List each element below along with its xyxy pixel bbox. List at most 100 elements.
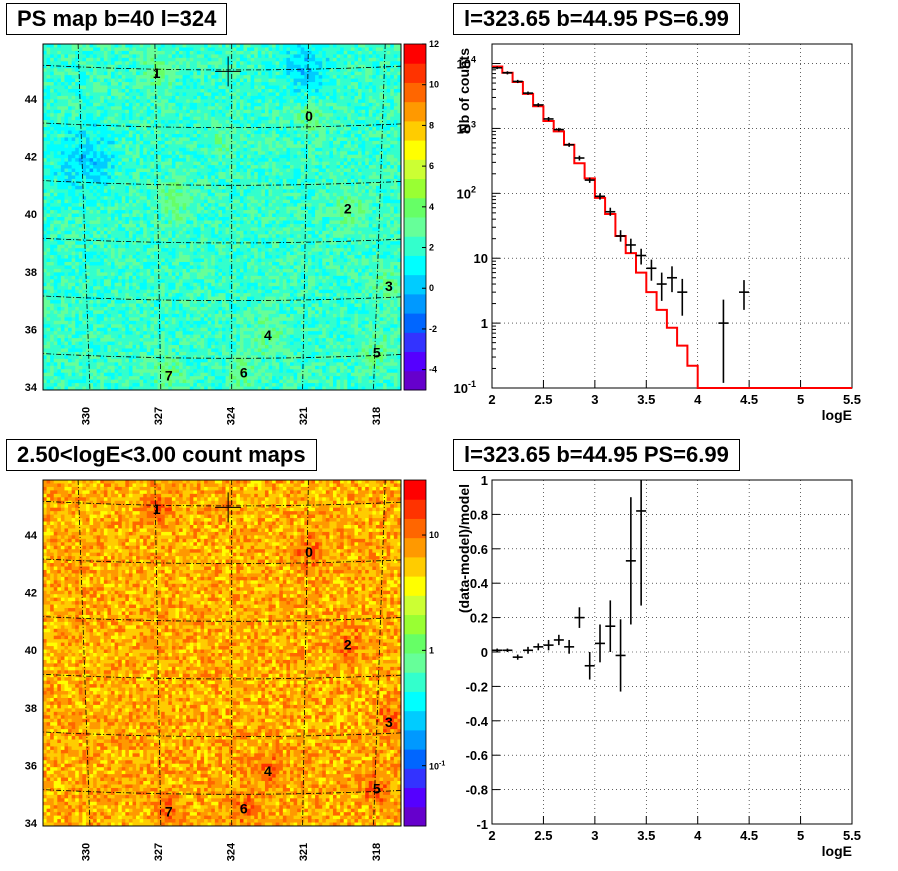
map-pixel: [43, 47, 47, 52]
map-pixel: [186, 64, 191, 69]
map-pixel: [207, 130, 212, 135]
map-pixel: [57, 334, 62, 339]
map-pixel: [107, 168, 112, 173]
map-pixel: [57, 223, 62, 228]
map-pixel: [157, 383, 162, 387]
map-pixel: [50, 230, 55, 235]
map-pixel: [128, 303, 133, 308]
map-pixel: [168, 147, 173, 152]
map-pixel: [75, 279, 80, 284]
map-pixel: [171, 154, 176, 159]
map-pixel: [179, 203, 184, 208]
map-pixel: [82, 140, 87, 145]
map-pixel: [68, 161, 73, 166]
map-pixel: [150, 133, 155, 138]
map-pixel: [186, 383, 191, 387]
map-pixel: [111, 379, 115, 384]
map-pixel: [118, 345, 123, 349]
map-pixel: [53, 64, 58, 69]
map-pixel: [103, 286, 108, 291]
map-pixel: [118, 109, 123, 114]
map-pixel: [136, 255, 141, 259]
map-pixel: [161, 61, 166, 66]
map-pixel: [136, 327, 141, 332]
map-pixel: [50, 272, 55, 277]
map-pixel: [118, 324, 123, 329]
map-pixel: [193, 50, 198, 55]
map-pixel: [68, 92, 73, 97]
map-pixel: [125, 386, 130, 391]
map-pixel: [89, 99, 94, 104]
map-pixel: [139, 351, 144, 356]
map-pixel: [179, 303, 184, 308]
map-pixel: [139, 223, 144, 228]
map-pixel: [103, 237, 108, 242]
map-pixel: [111, 300, 115, 304]
map-pixel: [125, 268, 130, 273]
map-pixel: [121, 88, 126, 93]
map-pixel: [214, 379, 219, 384]
map-pixel: [161, 217, 166, 221]
map-pixel: [136, 71, 141, 76]
map-pixel: [96, 279, 101, 284]
map-pixel: [214, 324, 219, 329]
map-pixel: [218, 161, 223, 166]
map-pixel: [189, 210, 194, 214]
map-pixel: [89, 282, 94, 287]
map-pixel: [146, 178, 151, 183]
map-pixel: [132, 210, 137, 214]
map-pixel: [175, 95, 180, 100]
map-pixel: [161, 109, 166, 114]
map-pixel: [171, 379, 176, 384]
map-pixel: [53, 137, 58, 142]
map-pixel: [150, 213, 155, 218]
map-pixel: [146, 268, 151, 273]
map-pixel: [168, 241, 173, 246]
map-pixel: [218, 331, 223, 336]
map-pixel: [85, 230, 90, 235]
map-pixel: [139, 82, 144, 86]
map-pixel: [75, 75, 80, 79]
map-pixel: [103, 369, 108, 374]
map-pixel: [164, 248, 169, 252]
map-pixel: [128, 54, 133, 59]
map-pixel: [153, 372, 158, 377]
map-pixel: [68, 376, 73, 381]
map-pixel: [189, 99, 194, 104]
map-pixel: [200, 47, 205, 52]
map-pixel: [161, 189, 166, 194]
map-pixel: [139, 272, 144, 277]
map-pixel: [50, 334, 55, 339]
map-pixel: [153, 265, 158, 270]
map-pixel: [143, 362, 148, 367]
map-pixel: [139, 168, 144, 173]
map-pixel: [200, 140, 205, 145]
map-pixel: [107, 220, 112, 225]
map-pixel: [193, 196, 198, 201]
map-pixel: [189, 365, 194, 370]
map-pixel: [111, 44, 115, 48]
map-pixel: [96, 78, 101, 83]
map-pixel: [179, 223, 184, 228]
map-pixel: [96, 71, 101, 76]
map-pixel: [46, 372, 51, 377]
map-pixel: [186, 158, 191, 163]
map-pixel: [125, 50, 130, 55]
map-pixel: [43, 144, 47, 149]
map-pixel: [153, 220, 158, 225]
map-pixel: [125, 185, 130, 190]
map-pixel: [139, 120, 144, 124]
map-pixel: [128, 275, 133, 280]
map-pixel: [82, 189, 87, 194]
map-pixel: [43, 61, 47, 66]
map-pixel: [182, 365, 187, 370]
map-pixel: [57, 230, 62, 235]
map-pixel: [96, 306, 101, 311]
map-pixel: [132, 227, 137, 232]
map-pixel: [60, 255, 65, 259]
map-pixel: [200, 172, 205, 176]
map-pixel: [136, 348, 141, 353]
map-pixel: [168, 158, 173, 163]
map-pixel: [182, 372, 187, 377]
map-pixel: [100, 272, 105, 277]
